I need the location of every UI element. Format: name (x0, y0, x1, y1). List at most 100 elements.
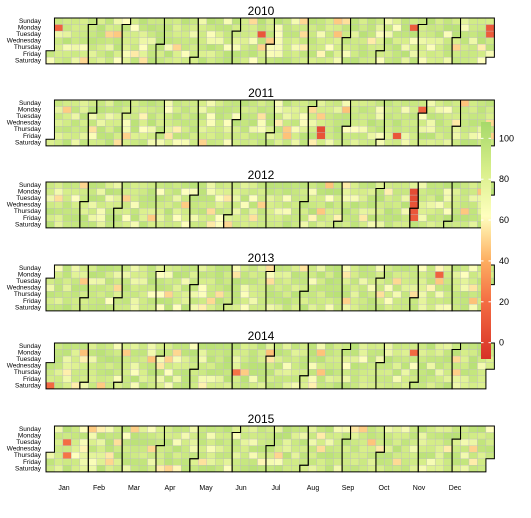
day-cell (156, 426, 164, 433)
day-cell (291, 107, 299, 114)
day-cell (173, 343, 181, 350)
day-cell (418, 44, 426, 51)
day-cell (266, 189, 274, 196)
day-cell (444, 51, 452, 58)
day-cell (401, 452, 409, 459)
day-cell (131, 113, 139, 120)
day-cell (351, 100, 359, 107)
day-cell (181, 57, 189, 64)
day-cell (258, 126, 266, 133)
day-cell (266, 369, 274, 376)
day-cell (334, 433, 342, 440)
day-cell (291, 57, 299, 64)
day-cell (190, 350, 198, 357)
day-cell (283, 278, 291, 285)
day-cell (207, 208, 215, 215)
day-cell (232, 452, 240, 459)
day-cell (334, 133, 342, 140)
day-cell (334, 215, 342, 222)
day-cell (274, 133, 282, 140)
day-cell (232, 465, 240, 472)
day-cell (486, 433, 494, 440)
day-cell (308, 113, 316, 120)
day-cell (258, 363, 266, 370)
day-cell (156, 350, 164, 357)
day-cell (300, 133, 308, 140)
day-cell (156, 189, 164, 196)
day-cell (258, 433, 266, 440)
day-cell (131, 139, 139, 146)
day-cell (249, 215, 257, 222)
day-cell (258, 221, 266, 228)
day-cell (393, 356, 401, 363)
day-cell (266, 363, 274, 370)
day-cell (173, 100, 181, 107)
day-cell (190, 25, 198, 32)
day-cell (173, 107, 181, 114)
day-cell (164, 265, 172, 272)
day-cell (198, 215, 206, 222)
day-cell (232, 356, 240, 363)
day-cell (401, 31, 409, 38)
day-cell (283, 113, 291, 120)
day-cell (359, 272, 367, 279)
day-cell (46, 57, 54, 64)
day-cell (283, 107, 291, 114)
day-cell (384, 452, 392, 459)
day-cell (181, 433, 189, 440)
day-cell (435, 452, 443, 459)
day-cell (139, 291, 147, 298)
day-cell (266, 433, 274, 440)
day-cell (80, 182, 88, 189)
day-cell (410, 272, 418, 279)
year-panels: 2010SundayMondayTuesdayWednesdayThursday… (7, 4, 495, 472)
day-cell (139, 465, 147, 472)
day-cell (418, 382, 426, 389)
day-cell (300, 459, 308, 466)
day-cell (452, 304, 460, 311)
day-cell (266, 100, 274, 107)
day-cell (122, 278, 130, 285)
day-cell (376, 304, 384, 311)
day-cell (207, 51, 215, 58)
day-cell (334, 439, 342, 446)
day-cell (54, 113, 62, 120)
day-cell (224, 113, 232, 120)
day-cell (308, 100, 316, 107)
day-cell (461, 215, 469, 222)
day-cell (342, 369, 350, 376)
day-cell (410, 265, 418, 272)
day-cell (173, 363, 181, 370)
day-cell (283, 446, 291, 453)
day-cell (139, 189, 147, 196)
day-cell (300, 57, 308, 64)
day-cell (139, 221, 147, 228)
day-cell (452, 363, 460, 370)
day-cell (427, 126, 435, 133)
day-cell (139, 126, 147, 133)
day-cell (342, 38, 350, 45)
day-cell (435, 100, 443, 107)
day-cell (97, 356, 105, 363)
day-cell (367, 25, 375, 32)
day-cell (334, 382, 342, 389)
day-cell (148, 25, 156, 32)
day-cell (435, 107, 443, 114)
day-cell (300, 25, 308, 32)
day-cell (63, 304, 71, 311)
day-cell (418, 120, 426, 127)
day-cell (232, 195, 240, 202)
day-cell (486, 452, 494, 459)
day-cell (274, 272, 282, 279)
day-cell (435, 208, 443, 215)
day-cell (359, 363, 367, 370)
day-cell (148, 285, 156, 292)
day-cell (164, 113, 172, 120)
day-cell (148, 215, 156, 222)
day-cell (444, 465, 452, 472)
day-cell (342, 272, 350, 279)
day-cell (207, 350, 215, 357)
day-cell (359, 195, 367, 202)
day-cell (283, 356, 291, 363)
day-cell (148, 298, 156, 305)
